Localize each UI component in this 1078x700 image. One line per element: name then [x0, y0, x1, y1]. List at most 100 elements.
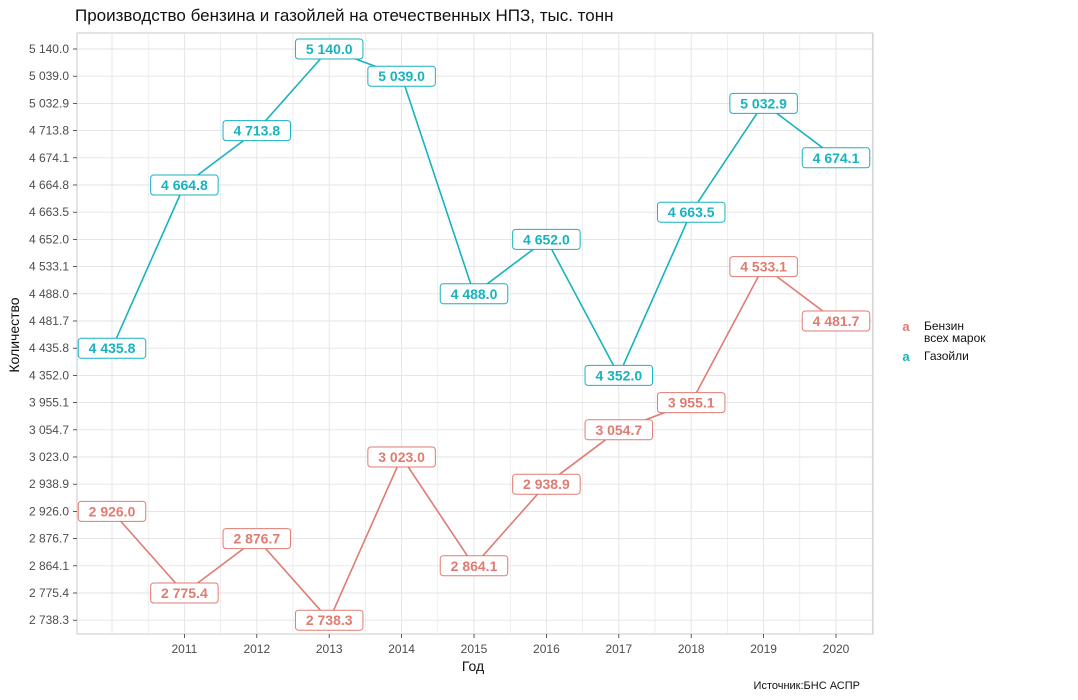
- data-label-box: [367, 446, 436, 468]
- data-label-box: [367, 65, 436, 87]
- data-label-text: 4 664.8: [161, 177, 208, 193]
- data-label: 5 039.0: [367, 65, 436, 87]
- data-label: 2 926.0: [77, 500, 147, 522]
- x-axis-title: Год: [462, 658, 484, 674]
- data-label-box: [439, 555, 509, 577]
- data-label-box: [222, 120, 292, 142]
- data-label: 2 938.9: [512, 473, 581, 495]
- y-tick-label: 3 054.7: [29, 423, 69, 437]
- y-tick-label: 5 140.0: [29, 42, 69, 56]
- data-label-text: 3 023.0: [378, 449, 425, 465]
- data-label: 4 652.0: [512, 228, 581, 250]
- data-label: 2 876.7: [222, 528, 292, 550]
- grid-layer: [76, 32, 874, 635]
- y-tick-label: 3 955.1: [29, 396, 69, 410]
- axis-layer: 5 140.0 5 039.0 5 032.9 4 713.8 4 674.1 4 664…: [29, 42, 850, 656]
- data-label-text: 4 488.0: [451, 286, 498, 302]
- data-label: 2 864.1: [439, 555, 509, 577]
- data-label: 4 674.1: [801, 147, 871, 169]
- x-tick-label: 2015: [461, 642, 488, 656]
- legend-key-glyph: a: [902, 319, 910, 334]
- data-label-text: 2 864.1: [451, 558, 498, 574]
- data-label-box: [656, 392, 726, 414]
- y-tick-label: 4 435.8: [29, 341, 69, 355]
- data-label-box: [729, 92, 798, 114]
- x-tick-label: 2011: [171, 642, 197, 656]
- data-label-text: 5 032.9: [740, 95, 787, 111]
- data-label-text: 2 738.3: [306, 612, 353, 628]
- source-caption: Источник:БНС АСПР: [753, 680, 860, 692]
- x-tick-label: 2018: [678, 642, 705, 656]
- data-label-box: [801, 147, 871, 169]
- panel-border: [76, 32, 874, 635]
- data-label: 5 140.0: [294, 38, 364, 60]
- data-label-box: [222, 528, 292, 550]
- y-tick-label: 4 713.8: [29, 124, 69, 138]
- y-tick-label: 4 664.8: [29, 178, 69, 192]
- data-label: 2 738.3: [294, 609, 364, 631]
- data-label-box: [150, 174, 219, 196]
- data-label-text: 2 876.7: [233, 531, 280, 547]
- data-label-box: [294, 38, 364, 60]
- data-label: 4 435.8: [77, 337, 147, 359]
- data-label-text: 4 674.1: [813, 150, 860, 166]
- legend-item: a Газойли: [898, 350, 1004, 364]
- data-label: 4 663.5: [656, 201, 726, 223]
- data-label: 3 955.1: [656, 392, 726, 414]
- data-label: 3 054.7: [584, 419, 654, 441]
- legend-label: Газойли: [924, 349, 969, 363]
- x-tick-label: 2017: [605, 642, 632, 656]
- y-tick-label: 5 032.9: [29, 96, 69, 110]
- y-tick-label: 2 738.3: [29, 613, 69, 627]
- data-label-text: 3 955.1: [668, 395, 715, 411]
- y-tick-label: 4 652.0: [29, 232, 69, 246]
- data-label-box: [439, 283, 509, 305]
- chart-title: Производство бензина и газойлей на отече…: [75, 6, 614, 25]
- y-tick-label: 2 876.7: [29, 532, 69, 546]
- data-label-box: [584, 364, 654, 386]
- data-label: 4 352.0: [584, 364, 654, 386]
- legend: a Бензин всех марок a Газойли: [898, 320, 1004, 370]
- label-layer: 2 926.0 2 775.4 2 876.7 2 738.3 3 023.0 2 864…: [77, 38, 871, 631]
- x-tick-label: 2020: [823, 642, 850, 656]
- y-tick-label: 3 023.0: [29, 450, 69, 464]
- y-tick-label: 5 039.0: [29, 69, 69, 83]
- data-label: 4 481.7: [801, 310, 871, 332]
- x-tick-label: 2019: [750, 642, 777, 656]
- data-label-text: 3 054.7: [595, 422, 642, 438]
- data-label: 4 713.8: [222, 120, 292, 142]
- y-tick-label: 4 674.1: [29, 151, 69, 165]
- y-tick-label: 2 775.4: [29, 586, 69, 600]
- data-label-box: [512, 473, 581, 495]
- data-label-text: 5 039.0: [378, 68, 425, 84]
- x-tick-label: 2016: [533, 642, 560, 656]
- data-label-box: [77, 500, 147, 522]
- data-label-box: [512, 228, 581, 250]
- legend-label: Бензин всех марок: [924, 319, 986, 345]
- data-label-box: [656, 201, 726, 223]
- data-label-text: 4 713.8: [233, 123, 280, 139]
- y-tick-label: 4 488.0: [29, 287, 69, 301]
- data-label-box: [294, 609, 364, 631]
- x-tick-label: 2013: [316, 642, 343, 656]
- y-tick-label: 4 533.1: [29, 260, 69, 274]
- data-label-text: 4 663.5: [668, 204, 715, 220]
- data-label-text: 4 352.0: [595, 367, 642, 383]
- y-tick-label: 2 926.0: [29, 504, 69, 518]
- data-label-box: [584, 419, 654, 441]
- y-axis-title: Количество: [6, 297, 22, 372]
- data-label-text: 2 938.9: [523, 476, 570, 492]
- x-tick-label: 2012: [243, 642, 270, 656]
- legend-key-glyph: a: [902, 349, 910, 364]
- data-label: 5 032.9: [729, 92, 798, 114]
- data-label: 4 488.0: [439, 283, 509, 305]
- y-tick-label: 2 938.9: [29, 477, 69, 491]
- data-label: 4 664.8: [150, 174, 219, 196]
- data-label: 2 775.4: [150, 582, 219, 604]
- data-label-text: 4 652.0: [523, 231, 570, 247]
- data-label-box: [801, 310, 871, 332]
- data-label-text: 2 926.0: [89, 503, 136, 519]
- data-label-box: [150, 582, 219, 604]
- data-label: 4 533.1: [729, 256, 798, 278]
